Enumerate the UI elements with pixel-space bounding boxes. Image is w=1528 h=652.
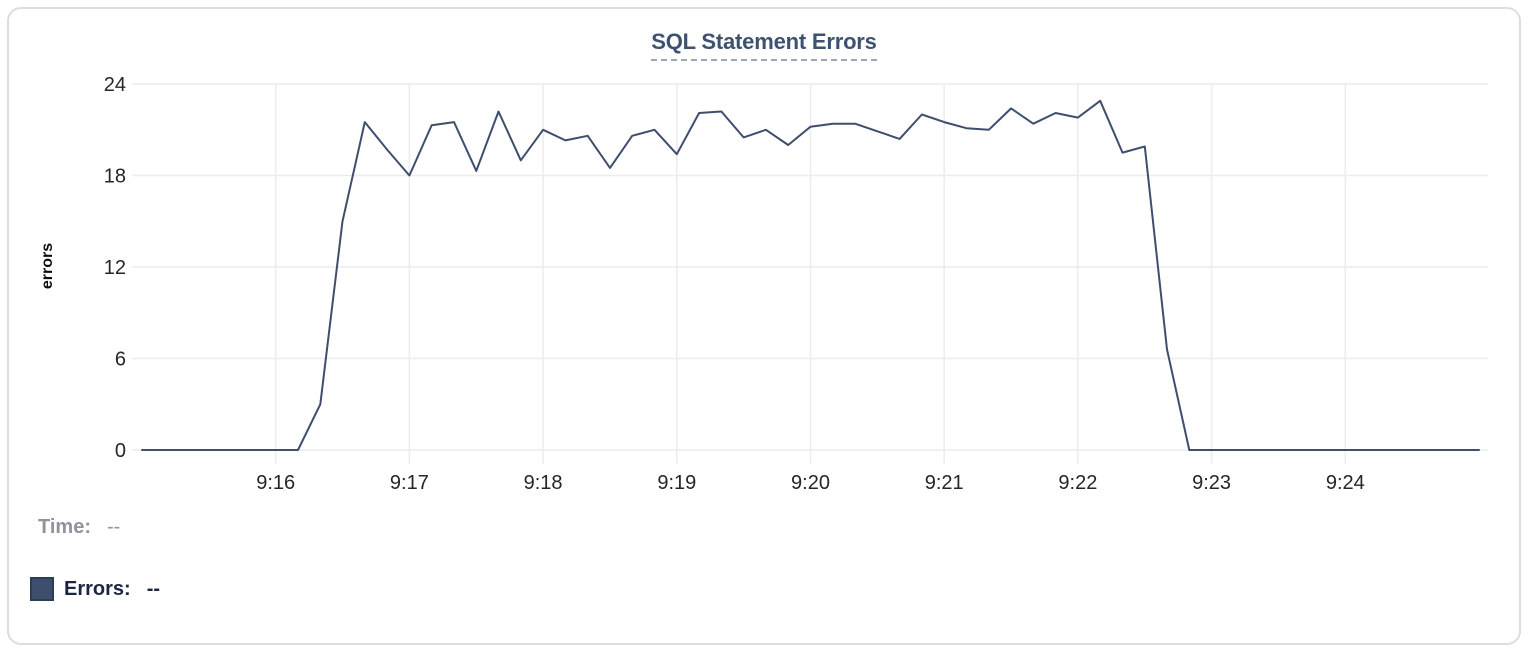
x-tick-label: 9:18 — [524, 472, 563, 494]
x-tick-label: 9:22 — [1058, 472, 1097, 494]
y-tick-label: 24 — [104, 74, 126, 96]
y-tick-label: 6 — [115, 349, 126, 371]
x-tick-label: 9:23 — [1192, 472, 1231, 494]
tooltip-time-row: Time: -- — [38, 516, 120, 539]
chart-card — [7, 7, 1521, 645]
errors-series-line[interactable] — [141, 99, 1480, 451]
errors-legend-swatch[interactable] — [30, 577, 54, 601]
tooltip-time-value: -- — [106, 516, 121, 538]
legend-errors-row[interactable]: Errors: -- — [30, 577, 160, 601]
x-tick-label: 9:17 — [390, 472, 429, 494]
y-tick-label: 0 — [115, 440, 126, 462]
chart-title[interactable]: SQL Statement Errors — [651, 29, 877, 61]
tooltip-errors-label: Errors: — [64, 577, 131, 600]
x-tick-label: 9:24 — [1326, 472, 1365, 494]
x-tick-label: 9:21 — [925, 472, 964, 494]
y-tick-label: 18 — [104, 166, 126, 188]
y-tick-label: 12 — [104, 257, 126, 279]
chart-title-container: SQL Statement Errors — [0, 29, 1528, 61]
tooltip-time-label: Time: — [38, 516, 91, 538]
x-tick-label: 9:19 — [657, 472, 696, 494]
x-tick-label: 9:16 — [256, 472, 295, 494]
line-chart[interactable]: 0 6 12 18 24 9:16 9:17 9:18 9:19 9:20 9:21 9:22 9:23… — [0, 0, 1528, 510]
x-tick-label: 9:20 — [791, 472, 830, 494]
tooltip-errors-value: -- — [146, 577, 161, 600]
y-axis-label: errors — [39, 242, 56, 290]
